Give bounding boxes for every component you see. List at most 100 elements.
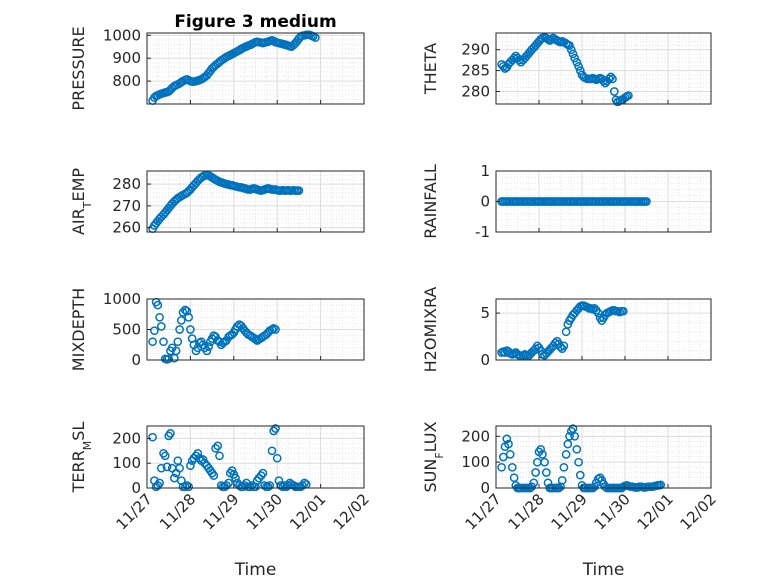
data-point (267, 446, 277, 456)
data-point (180, 305, 190, 315)
data-point (176, 316, 186, 325)
data-point (507, 462, 517, 472)
x-tick-label: 11/28 (156, 490, 199, 533)
data-point (498, 62, 508, 71)
y-axis-label: THETA (421, 43, 440, 95)
y-tick-label: 0 (480, 351, 490, 369)
x-tick-label: 12/01 (286, 490, 329, 533)
data-point (502, 434, 512, 444)
data-point (209, 471, 219, 480)
x-tick-label: 11/29 (548, 490, 591, 533)
chart-title: Figure 3 medium (174, 12, 336, 32)
data-point (294, 186, 304, 195)
data-point (618, 306, 628, 316)
axes-frame (495, 425, 712, 489)
y-tick-label: 0 (131, 351, 141, 369)
x-tick-label: 11/30 (591, 490, 634, 533)
data-point (263, 482, 273, 492)
subplot-mixdepth: 0 500 1000 MIXDEPTH (69, 288, 365, 371)
data-point (505, 450, 515, 459)
data-point (171, 346, 181, 356)
data-point (540, 457, 549, 467)
data-point (568, 49, 578, 59)
grid (146, 33, 364, 105)
data-point (565, 431, 574, 441)
data-point (572, 444, 582, 454)
data-point (559, 341, 569, 351)
data-point (267, 325, 277, 334)
y-tick-label: 280 (461, 82, 490, 100)
y-axis-label: H2OMIXRA (421, 287, 440, 373)
data-point (178, 308, 188, 317)
data-point (150, 326, 159, 336)
data-point (570, 53, 580, 63)
data-point (231, 473, 240, 483)
data-point (148, 432, 157, 442)
y-tick-label: 0 (480, 193, 490, 211)
x-tick-label: 11/28 (505, 490, 548, 533)
data-point (609, 87, 619, 96)
data-point (568, 424, 578, 433)
data-point (565, 41, 574, 50)
data-point (159, 337, 168, 347)
data-point (180, 482, 190, 492)
data-point (222, 481, 231, 490)
subplot-h2omixra: 0 5 H2OMIXRA (421, 287, 712, 373)
data-point (155, 478, 164, 488)
data-point (274, 476, 284, 485)
x-axis-label: Time (582, 560, 625, 580)
y-axis-label: PRESSURE (69, 26, 88, 110)
data-point (300, 478, 309, 488)
data-point (211, 443, 220, 453)
data-point (559, 462, 569, 472)
data-point (541, 468, 551, 477)
data-series (148, 297, 280, 364)
data-point (265, 481, 275, 490)
y-tick-label: 800 (112, 72, 141, 90)
axes-frame (146, 425, 365, 489)
data-point (271, 325, 280, 334)
y-tick-label: 100 (461, 453, 490, 471)
data-point (155, 312, 164, 322)
data-point (186, 461, 195, 471)
data-point (538, 450, 547, 459)
y-axis-label: MIXDEPTH (69, 288, 88, 371)
data-point (193, 448, 203, 458)
data-point (531, 468, 540, 477)
y-axis-label: SUNFLUX (421, 421, 446, 492)
data-point (156, 463, 166, 473)
data-point (557, 475, 567, 485)
data-point (164, 354, 174, 364)
y-tick-label: 0 (480, 479, 490, 497)
data-point (162, 462, 172, 472)
data-point (153, 300, 163, 310)
data-point (278, 482, 288, 492)
x-tick-label: 11/30 (243, 490, 286, 533)
data-point (215, 451, 224, 461)
data-series (148, 424, 311, 492)
y-tick-label: 900 (112, 49, 141, 67)
data-point (184, 482, 194, 492)
data-point (574, 457, 583, 467)
y-tick-label: 5 (480, 304, 490, 322)
data-point (497, 462, 506, 472)
data-point (606, 72, 616, 82)
data-point (232, 322, 242, 331)
data-point (202, 346, 212, 356)
data-point (574, 62, 583, 71)
axes-frame (146, 32, 365, 105)
subplot-rainfall: -1 0 1 RAINFALL (421, 162, 712, 241)
data-series (148, 170, 304, 234)
data-point (572, 57, 582, 67)
data-point (514, 55, 524, 65)
data-point (251, 334, 260, 344)
data-point (175, 463, 184, 473)
data-point (160, 451, 170, 461)
data-point (224, 478, 233, 488)
y-tick-label: 500 (112, 321, 141, 339)
data-point (504, 439, 513, 449)
y-tick-label: 1000 (103, 290, 141, 308)
x-tick-label: 12/02 (677, 490, 720, 533)
axes-frame (495, 298, 712, 361)
